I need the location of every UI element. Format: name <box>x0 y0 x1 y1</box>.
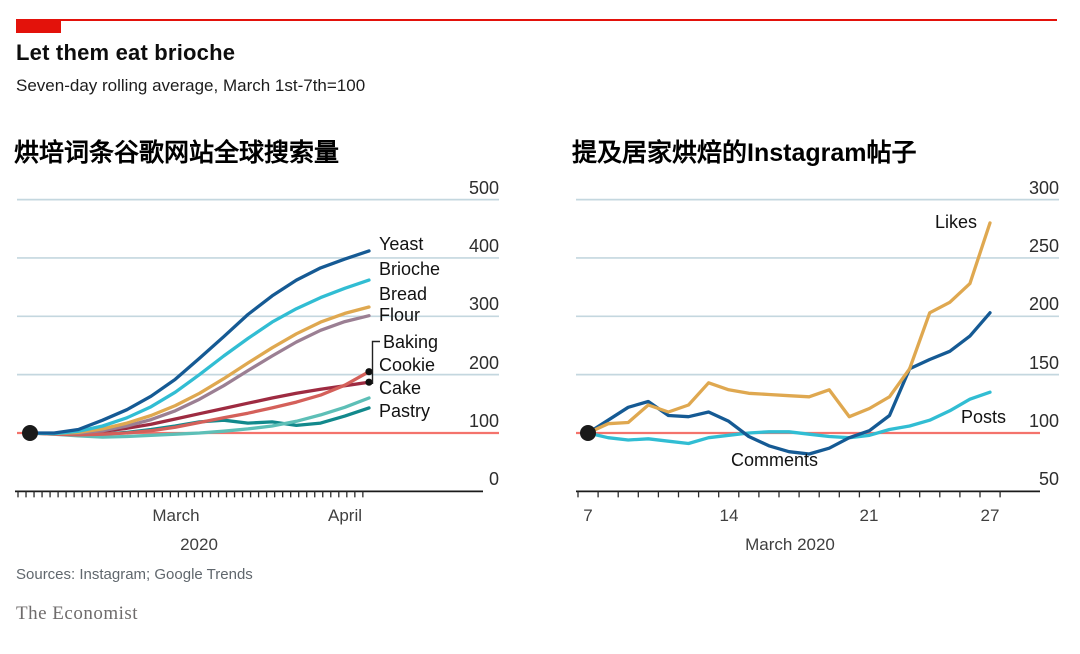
x-tick-label-7: 7 <box>583 506 593 525</box>
series-line-bread <box>28 305 371 436</box>
series-label-brioche: Brioche <box>379 259 441 279</box>
series-label-cookie: Cookie <box>379 355 436 375</box>
y-tick-label: 500 <box>468 177 499 198</box>
series-label-posts: Posts <box>961 407 1007 427</box>
origin-dot <box>580 425 596 441</box>
y-tick-label: 150 <box>1028 352 1059 373</box>
series-line-cake <box>28 396 371 439</box>
y-tick-label: 0 <box>488 469 499 490</box>
series-end-dot-baking <box>365 368 373 376</box>
series-label-baking: Baking <box>383 332 439 352</box>
series-label-yeast: Yeast <box>379 234 424 254</box>
page-title: Let them eat brioche <box>16 40 236 65</box>
series-line-brioche <box>28 278 371 436</box>
y-tick-label: 200 <box>468 352 499 373</box>
series-label-bread: Bread <box>379 284 428 304</box>
y-tick-label: 300 <box>1028 177 1059 198</box>
series-label-pastry: Pastry <box>379 401 431 421</box>
y-tick-label: 300 <box>468 294 499 315</box>
chart-group-1 <box>576 198 1059 498</box>
y-tick-label: 100 <box>468 411 499 431</box>
series-line-baking <box>28 370 371 437</box>
x-axis-title-right: March 2020 <box>745 535 835 554</box>
y-tick-label: 400 <box>468 235 499 256</box>
accent-line <box>16 19 1057 21</box>
x-tick-label-27: 27 <box>980 506 1000 525</box>
x-tick-label-14: 14 <box>719 506 739 525</box>
series-label-likes: Likes <box>935 212 978 232</box>
series-line-cookie <box>28 380 371 436</box>
source-note: Sources: Instagram; Google Trends <box>16 566 253 583</box>
month-label-march: March <box>152 506 200 525</box>
month-label-april: April <box>327 506 363 525</box>
chart-group-0 <box>15 198 499 498</box>
y-tick-label: 50 <box>1038 469 1059 490</box>
year-label: 2020 <box>180 535 218 554</box>
series-line-posts <box>586 390 992 446</box>
brand-logo: The Economist <box>16 603 139 624</box>
series-end-dot-cookie <box>365 378 373 386</box>
series-line-likes <box>586 221 992 435</box>
y-tick-label: 250 <box>1028 235 1059 256</box>
y-tick-label: 100 <box>1028 411 1059 431</box>
series-label-comments: Comments <box>731 450 819 470</box>
series-line-yeast <box>28 249 371 435</box>
accent-bar <box>16 19 61 33</box>
origin-dot <box>22 425 38 441</box>
left-chart-title: 烘培词条谷歌网站全球搜索量 <box>14 139 340 167</box>
label-bracket <box>371 340 380 384</box>
right-chart-title: 提及居家烘焙的Instagram帖子 <box>572 139 917 167</box>
series-label-cake: Cake <box>379 378 422 398</box>
x-tick-label-21: 21 <box>859 506 879 525</box>
y-tick-label: 200 <box>1028 294 1059 315</box>
series-label-flour: Flour <box>379 305 421 325</box>
page-subtitle: Seven-day rolling average, March 1st-7th… <box>16 76 366 95</box>
